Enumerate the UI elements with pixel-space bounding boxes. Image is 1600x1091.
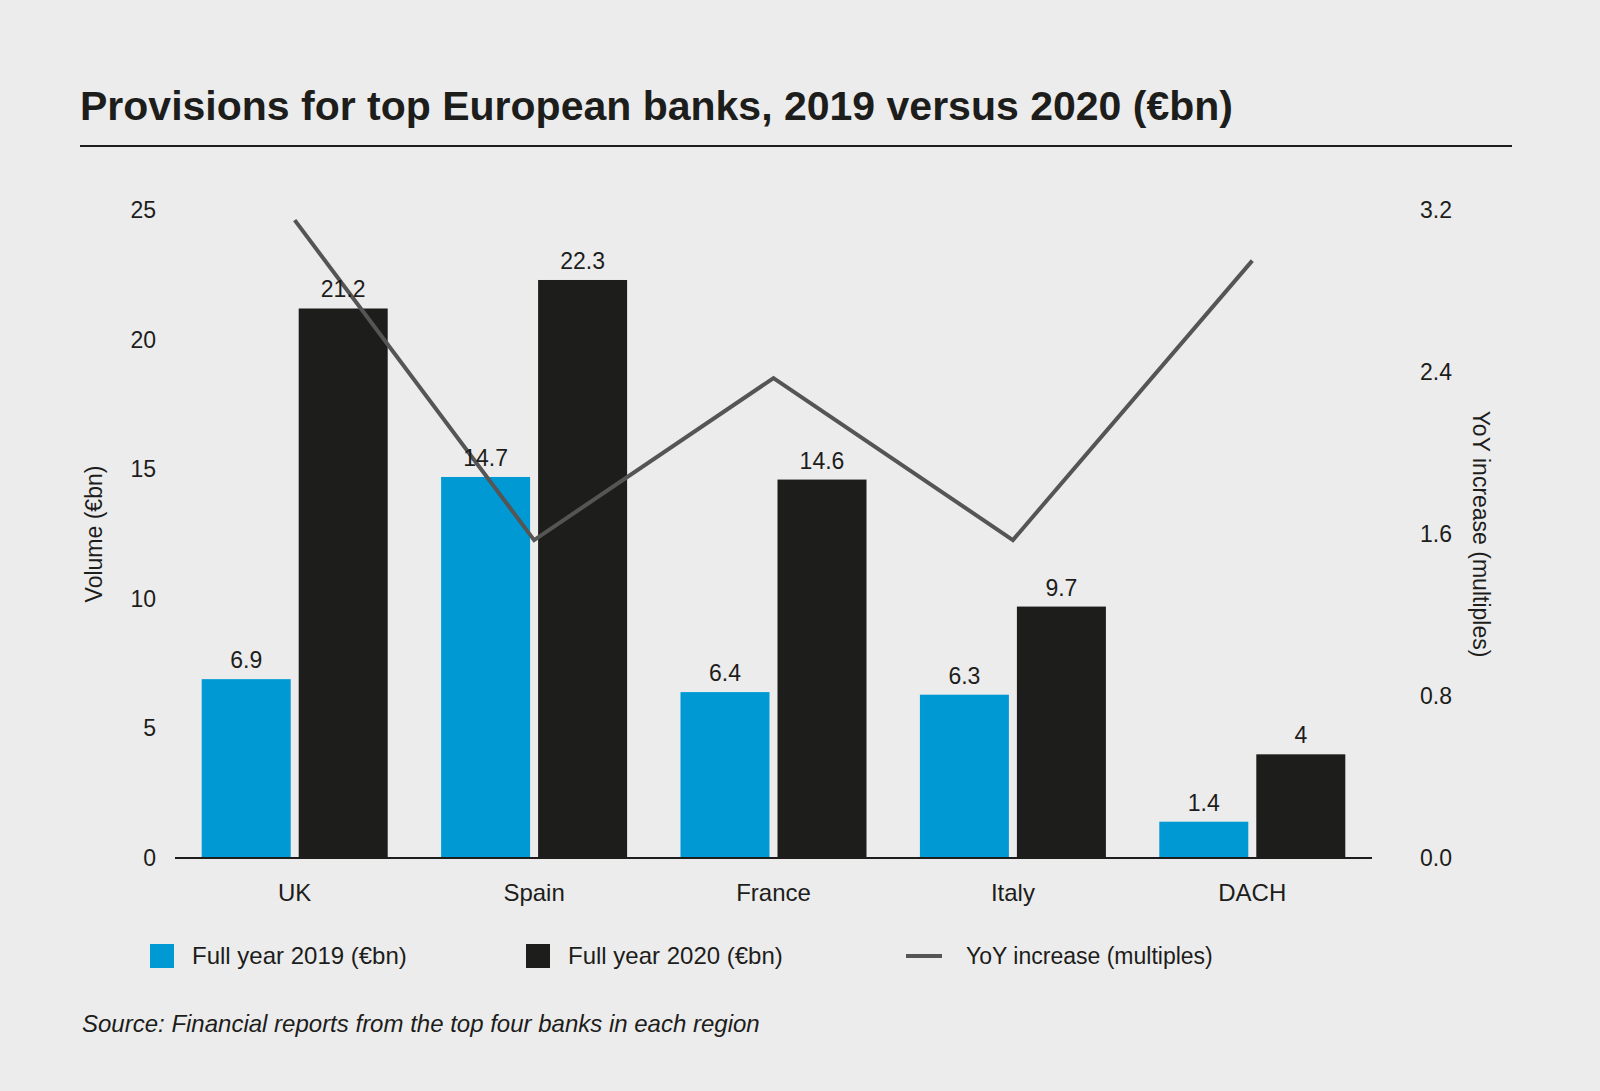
y-tick-label: 25 (130, 197, 156, 223)
data-label: 6.3 (948, 663, 980, 689)
data-label: 22.3 (560, 248, 605, 274)
bar (778, 480, 867, 858)
bar (1017, 607, 1106, 858)
bar (1256, 754, 1345, 858)
legend-label: Full year 2019 (€bn) (192, 942, 407, 969)
bar (920, 695, 1009, 858)
x-tick-label: France (736, 879, 811, 906)
y-tick-label: 10 (130, 586, 156, 612)
data-label: 14.7 (463, 445, 508, 471)
data-label: 6.4 (709, 660, 741, 686)
bar (441, 477, 530, 858)
source-note: Source: Financial reports from the top f… (82, 1010, 760, 1037)
bar (299, 308, 388, 858)
y2-tick-label: 1.6 (1420, 521, 1452, 547)
title-rule (80, 145, 1512, 147)
legend-label: YoY increase (multiples) (966, 943, 1213, 969)
bar (202, 679, 291, 858)
y2-tick-label: 2.4 (1420, 359, 1452, 385)
bar (538, 280, 627, 858)
y-tick-label: 5 (143, 715, 156, 741)
marks (202, 220, 1346, 858)
bar (1159, 822, 1248, 858)
chart: Provisions for top European banks, 2019 … (0, 0, 1600, 1091)
y-tick-label: 0 (143, 845, 156, 871)
data-label: 4 (1294, 722, 1307, 748)
x-axis (175, 857, 1372, 859)
y-tick-label: 15 (130, 456, 156, 482)
y2-tick-label: 0.0 (1420, 845, 1452, 871)
legend-swatch (526, 944, 550, 968)
y-tick-label: 20 (130, 327, 156, 353)
legend-swatch (906, 954, 942, 958)
y2-tick-label: 3.2 (1420, 197, 1452, 223)
data-label: 21.2 (321, 276, 366, 302)
legend-label: Full year 2020 (€bn) (568, 942, 783, 969)
line (295, 220, 1253, 540)
y-axis-title: Volume (€bn) (81, 466, 107, 603)
data-label: 9.7 (1045, 575, 1077, 601)
x-tick-label: DACH (1218, 879, 1286, 906)
x-tick-label: Spain (503, 879, 564, 906)
x-tick-label: UK (278, 879, 311, 906)
data-label: 6.9 (230, 647, 262, 673)
bar (681, 692, 770, 858)
x-tick-label: Italy (991, 879, 1035, 906)
data-label: 1.4 (1188, 790, 1220, 816)
y2-axis-title: YoY increase (multiples) (1468, 411, 1494, 658)
background (0, 0, 1600, 1091)
data-labels: 6.9 14.7 6.4 6.3 1.4 21.2 22.3 14.6 9.7 4 (230, 248, 1307, 816)
legend-swatch (150, 944, 174, 968)
title: Provisions for top European banks, 2019 … (80, 83, 1233, 129)
y2-tick-label: 0.8 (1420, 683, 1452, 709)
data-label: 14.6 (800, 448, 845, 474)
